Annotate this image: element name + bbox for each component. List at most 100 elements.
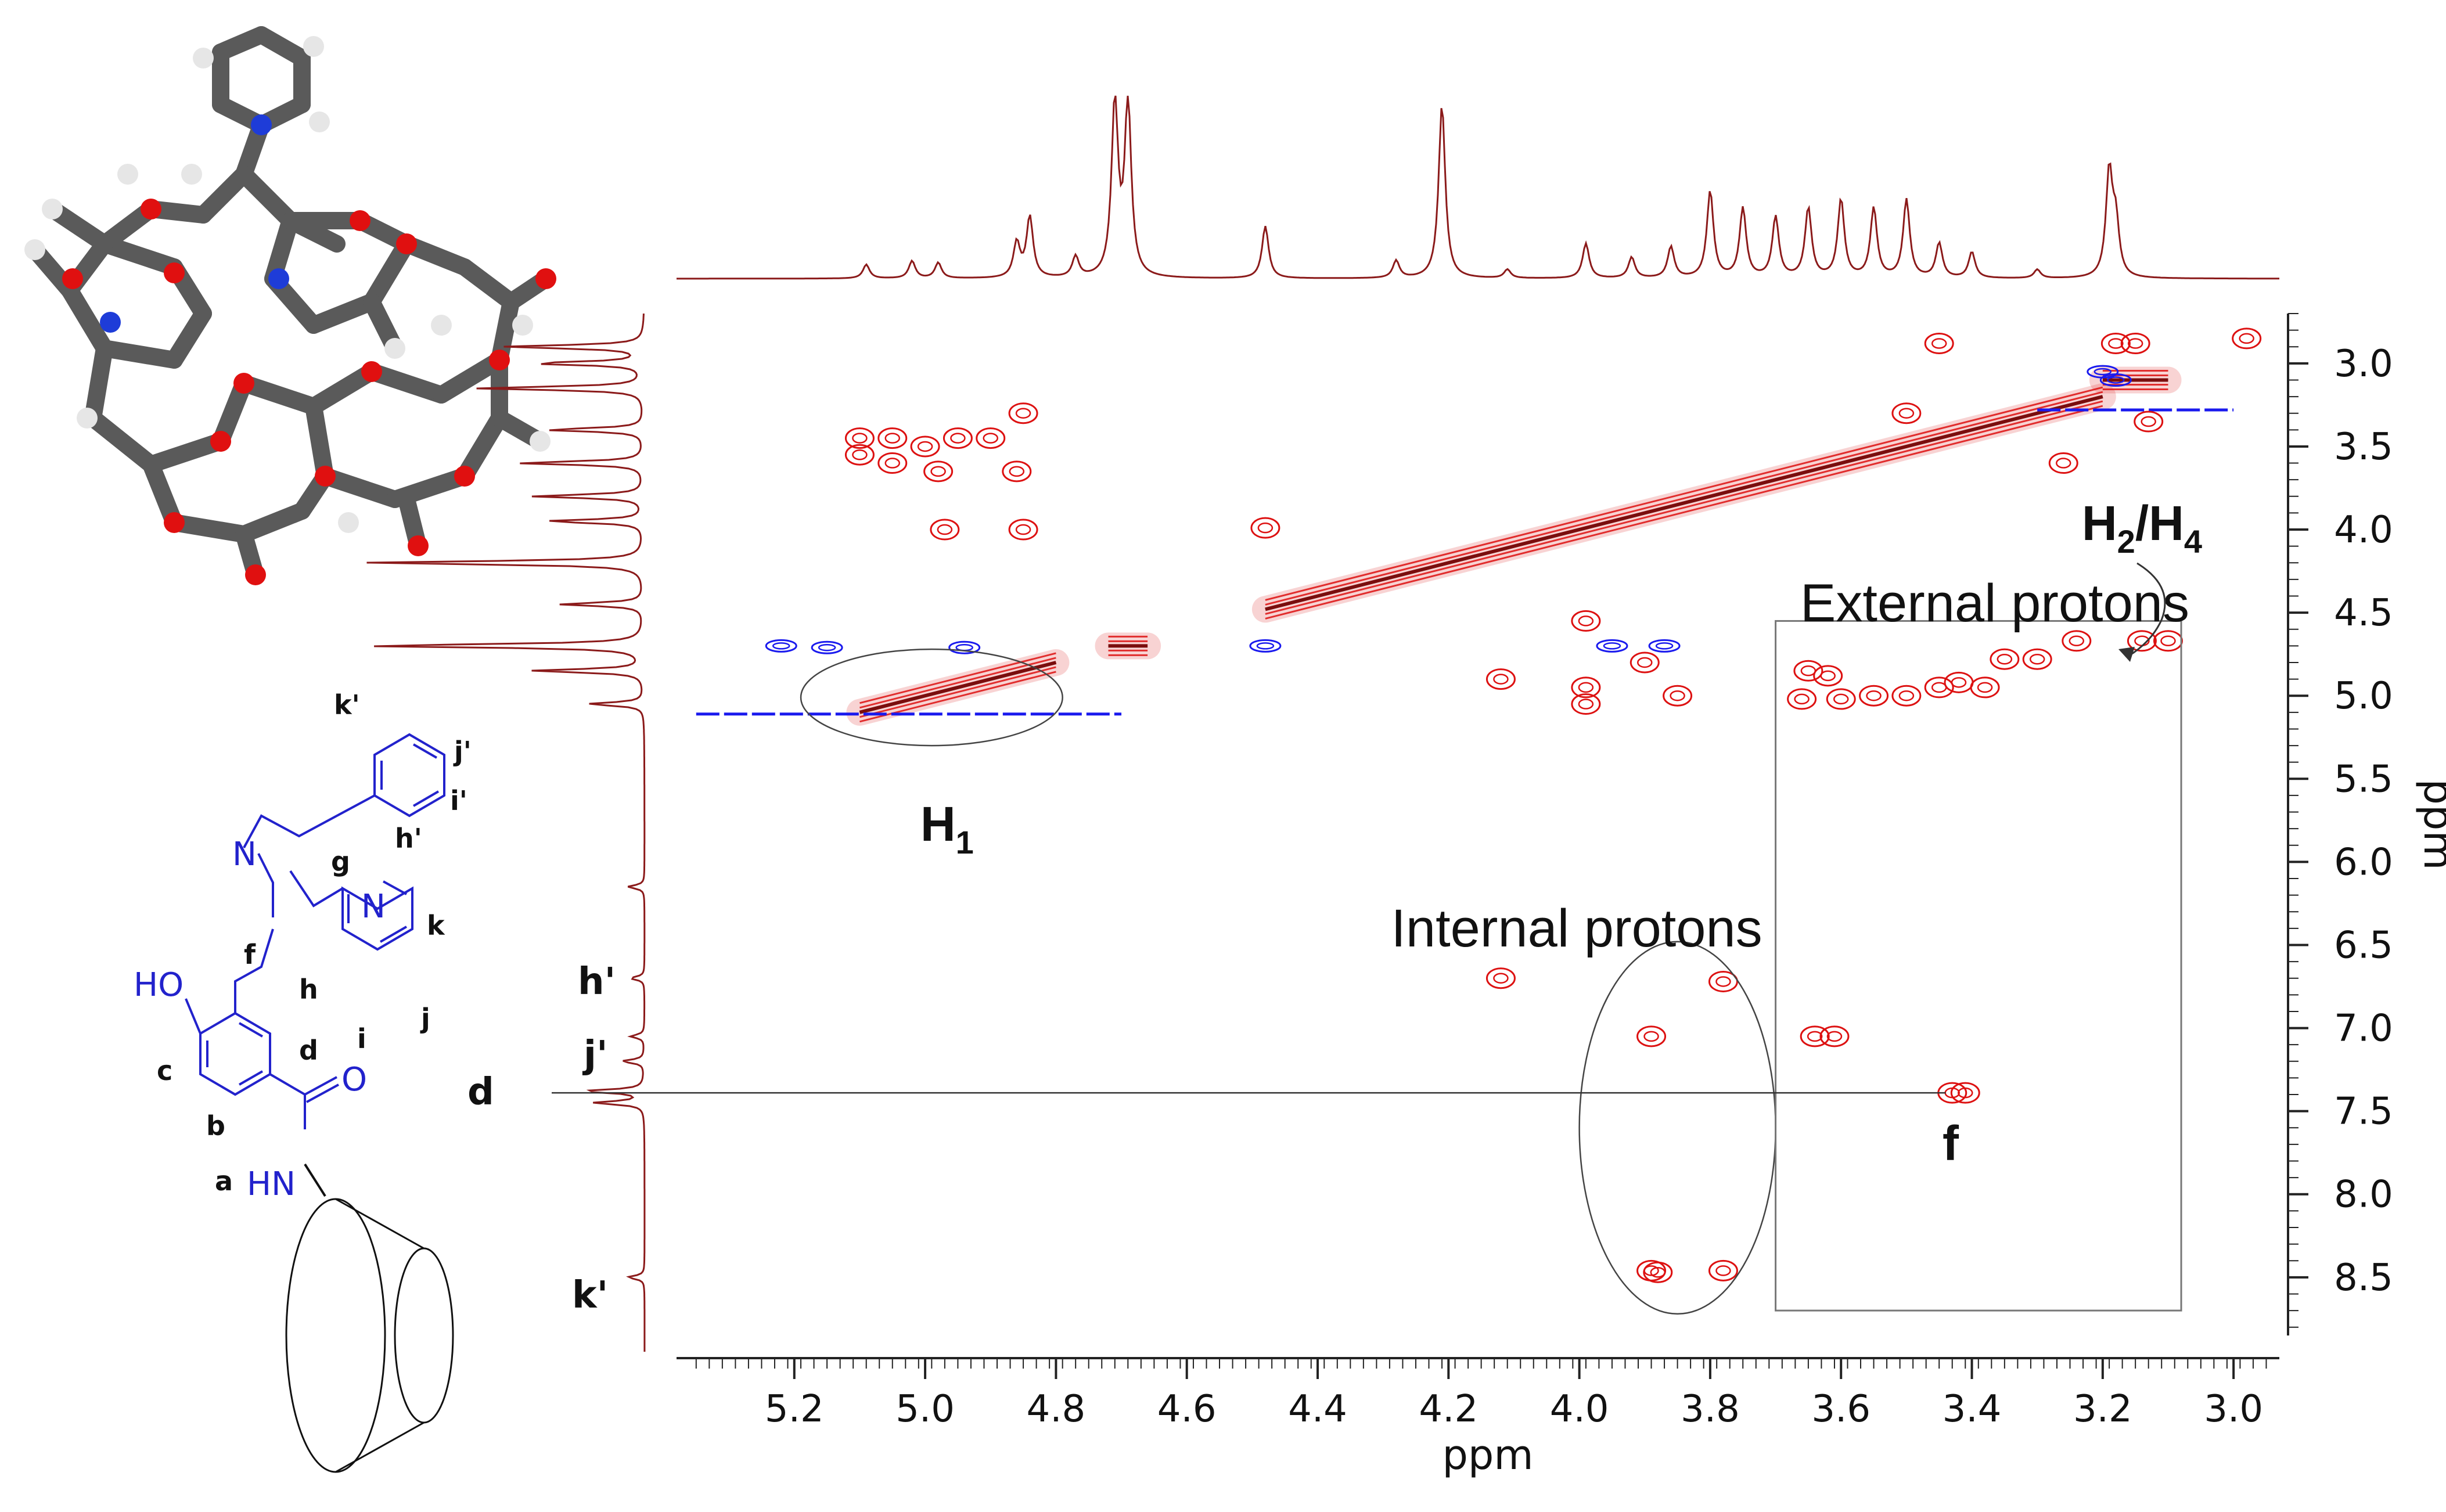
positive-peak-inner-3 [950,433,966,444]
positive-peak-inner-42 [1643,1031,1659,1042]
pyridine-ring-1 [373,733,445,818]
model-bond-21 [363,235,415,311]
positive-peak-27 [1813,665,1843,687]
left-projection [366,313,646,1352]
negative-peak-0 [765,639,797,653]
diagonal-contour-2 [1265,405,2103,620]
positive-peak-20 [1571,610,1601,632]
positive-peak-48 [1643,1261,1673,1283]
positive-peak-inner-27 [1820,670,1836,682]
chem-label-j: j [420,1003,430,1034]
positive-peak-44 [1819,1025,1850,1047]
positive-peak-inner-2 [917,441,933,452]
model-bond-8 [235,165,299,229]
annotation-h4-sub: 4 [2184,523,2202,560]
positive-peak-inner-6 [930,466,946,477]
diagonal-contour-2 [1265,400,2103,615]
model-atom-1 [268,268,289,289]
positive-peak-inner-34 [1977,682,1993,693]
y-tick-label-4: 5.0 [2334,675,2393,718]
model-bond-14 [96,340,183,369]
chem-atom-hn: HN [247,1165,296,1203]
positive-peak-13 [2100,333,2131,355]
model-atom-15 [408,535,429,556]
positive-peak-43 [1800,1025,1830,1047]
positive-peak-11 [1008,519,1038,541]
region-ellipse-1 [1578,941,1776,1315]
x-tick-label-3: 4.6 [1157,1388,1217,1431]
model-atom-11 [489,350,510,370]
y-tick-label-5: 5.5 [2334,758,2393,801]
positive-peak-inner-4 [983,433,998,444]
positive-peak-0 [844,427,875,449]
positive-peak-18 [2048,452,2078,474]
x-tick-label-2: 4.8 [1026,1388,1085,1431]
positive-peak-inner-24 [1493,674,1509,685]
chem-label-i: i [357,1023,366,1054]
positive-peak-14 [2120,333,2150,355]
top-projection [677,95,2279,280]
h2-h4-arrow [2128,562,2166,657]
linker-g [243,794,375,848]
positive-peak-inner-19 [1898,408,1915,419]
y-tick-label-3: 4.5 [2334,592,2393,635]
negative-peaks [696,365,2234,716]
model-atom-17 [535,268,556,289]
model-bond-26 [142,433,229,473]
side-label-k-prime: k' [572,1274,608,1317]
positive-peak-inner-28 [1794,693,1810,705]
region-ellipse-0 [800,648,1063,747]
diagonal-core-2 [1265,395,2103,611]
side-label-h-prime: h' [578,960,616,1003]
model-bond-30 [363,363,450,404]
negative-peak-7 [2087,365,2119,379]
positive-peak-41 [1708,970,1738,992]
positive-peak-17 [2134,411,2164,433]
model-bond-35 [305,398,334,485]
positive-peak-inner-1 [884,433,901,444]
model-atom-19 [303,36,324,57]
model-atom-29 [181,164,202,185]
annotation-h4-main: /H [2135,496,2184,550]
model-bond-38 [456,409,508,485]
positive-peak-inner-5 [884,458,901,469]
positive-peak-inner-22 [1578,699,1594,710]
model-bond-29 [305,363,380,415]
model-bond-25 [84,409,160,473]
positive-peak-inner-35 [1997,654,2013,665]
annotations: H1 H2/H4 External protons Internal proto… [920,496,2202,1171]
highlight-regions [800,620,2182,1315]
annotation-h2-main: H [2082,496,2117,550]
model-bond-13 [61,282,113,357]
positive-peak-40 [1485,967,1516,989]
x-axis-ticks: 5.2 5.0 4.8 4.6 4.4 4.2 4.0 3.8 3.6 3.4 3.2 3.0 [695,1358,2267,1431]
positive-peak-inner-10 [937,524,953,535]
model-atom-3 [62,268,83,289]
linker-benzene-n [234,928,274,1013]
positive-peak-4 [976,427,1006,449]
positive-peak-inner-25 [1670,690,1685,701]
y-axis-title: ppm [2415,779,2446,870]
positive-peak-inner-23 [1637,657,1653,668]
positive-peak-inner-37 [2069,635,2085,647]
positive-peak-24 [1485,668,1516,690]
benzene-ring-double-bonds [206,1022,263,1086]
positive-peak-25 [1663,685,1693,707]
model-atom-7 [396,233,417,254]
positive-peak-49 [1708,1259,1738,1281]
model-bond-20 [305,293,380,334]
annotation-h1-sub: 1 [956,824,974,861]
annotation-h2-h4: H2/H4 [2082,496,2202,560]
y-tick-label-11: 8.5 [2334,1257,2393,1299]
y-tick-label-0: 3.0 [2334,343,2393,386]
chem-label-k: k [427,910,445,941]
hydroxyl-bond [185,998,202,1034]
model-atom-22 [24,239,45,260]
positive-peaks [844,327,2262,1283]
model-atom-28 [512,315,533,336]
model-atom-26 [117,164,138,185]
model-atom-25 [384,338,405,359]
model-atom-5 [233,373,254,394]
positive-peak-7 [844,444,875,466]
positive-peak-9 [1002,460,1032,483]
